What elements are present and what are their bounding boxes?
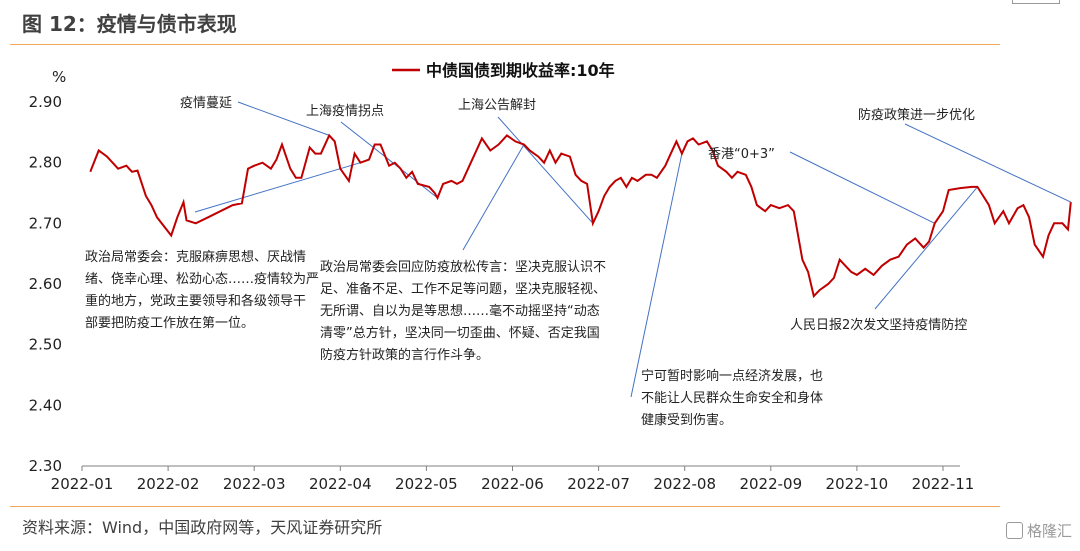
x-tick-label: 2022-10 [826,475,889,493]
figure-title: 图 12：疫情与债市表现 [22,12,237,36]
annotation-label: 人民日报2次发文坚持疫情防控 [790,317,967,333]
x-tick-label: 2022-04 [309,475,372,493]
y-tick-label: 2.50 [29,336,62,354]
annotation-leader-line [874,186,978,310]
x-tick-label: 2022-06 [481,475,544,493]
annotation-label: 疫情蔓延 [180,95,232,111]
legend-label: 中债国债到期收益率:10年 [426,61,615,80]
series-line-10y-yield [89,133,1072,299]
annotation-label-line: 防疫方针政策的言行作斗争。 [320,347,489,363]
annotation-label-line: 无所谓、自以为是等思想……毫不动摇坚持“动态 [320,303,600,319]
annotation-leader-line [340,121,438,199]
annotation-label: 香港“0+3” [708,147,775,162]
title-divider [10,44,1000,45]
y-axis-unit-label: % [52,68,66,86]
annotation-leader-line [789,151,935,224]
x-tick-label: 2022-09 [739,475,802,493]
annotation-label-line: 重的地方，党政主要领导和各级领导干 [85,293,306,309]
x-tick-label: 2022-05 [395,475,458,493]
y-tick-label: 2.40 [29,396,62,414]
annotation-label-line: 足、准备不足、工作不足等问题，坚决克服轻视、 [320,281,606,297]
y-tick-label: 2.70 [29,214,62,232]
annotation-leader-line [237,101,330,136]
y-tick-label: 2.60 [29,275,62,293]
y-tick-label: 2.30 [29,457,62,475]
annotation-label-line: 部要把防疫工作放在第一位。 [85,315,254,331]
annotation-label-line: 清零”总方针，坚决同一切歪曲、怀疑、否定我国 [320,325,600,341]
annotation-leader-line [630,153,683,398]
annotation-label-line: 绪、侥幸心理、松劲心态……疫情较为严 [85,271,319,287]
annotation-label-line: 政治局常委会：克服麻痹思想、厌战情 [85,249,306,265]
x-tick-label: 2022-07 [567,475,630,493]
annotation-leader-line [497,116,594,224]
chart-legend: 中债国债到期收益率:10年 [392,61,615,80]
source-divider [10,506,1000,507]
annotation-leader-line [194,162,361,213]
annotation-label-line: 不能让人民群众生命安全和身体 [641,390,823,406]
annotation-leader-line [462,144,525,251]
source-note: 资料来源：Wind，中国政府网等，天风证券研究所 [22,518,383,537]
watermark-text: 格隆汇 [1026,522,1072,540]
annotation-label-line: 宁可暂时影响一点经济发展，也 [641,368,823,384]
y-tick-label: 2.90 [29,93,62,111]
x-tick-label: 2022-03 [223,475,286,493]
x-tick-label: 2022-11 [912,475,975,493]
watermark: 格隆汇 [1005,520,1072,541]
watermark-logo-icon [1005,522,1023,539]
annotation-label-line: 政治局常委会回应防疫放松传言：坚决克服认识不 [320,259,606,275]
y-tick-label: 2.80 [29,154,62,172]
annotation-label: 上海公告解封 [458,98,536,113]
annotation-leader-line [904,123,1071,203]
yield-line-chart: 2.30 2.40 2.50 2.60 2.70 2.80 2.90 2022-01 2022… [29,61,1072,493]
corner-decoration [1012,0,1060,4]
annotation-label-line: 健康受到伤害。 [641,412,732,428]
annotation-label: 防疫政策进一步优化 [858,107,975,123]
x-tick-label: 2022-01 [51,475,114,493]
x-tick-label: 2022-08 [653,475,716,493]
annotation-label: 上海疫情拐点 [306,103,384,119]
x-tick-label: 2022-02 [137,475,200,493]
